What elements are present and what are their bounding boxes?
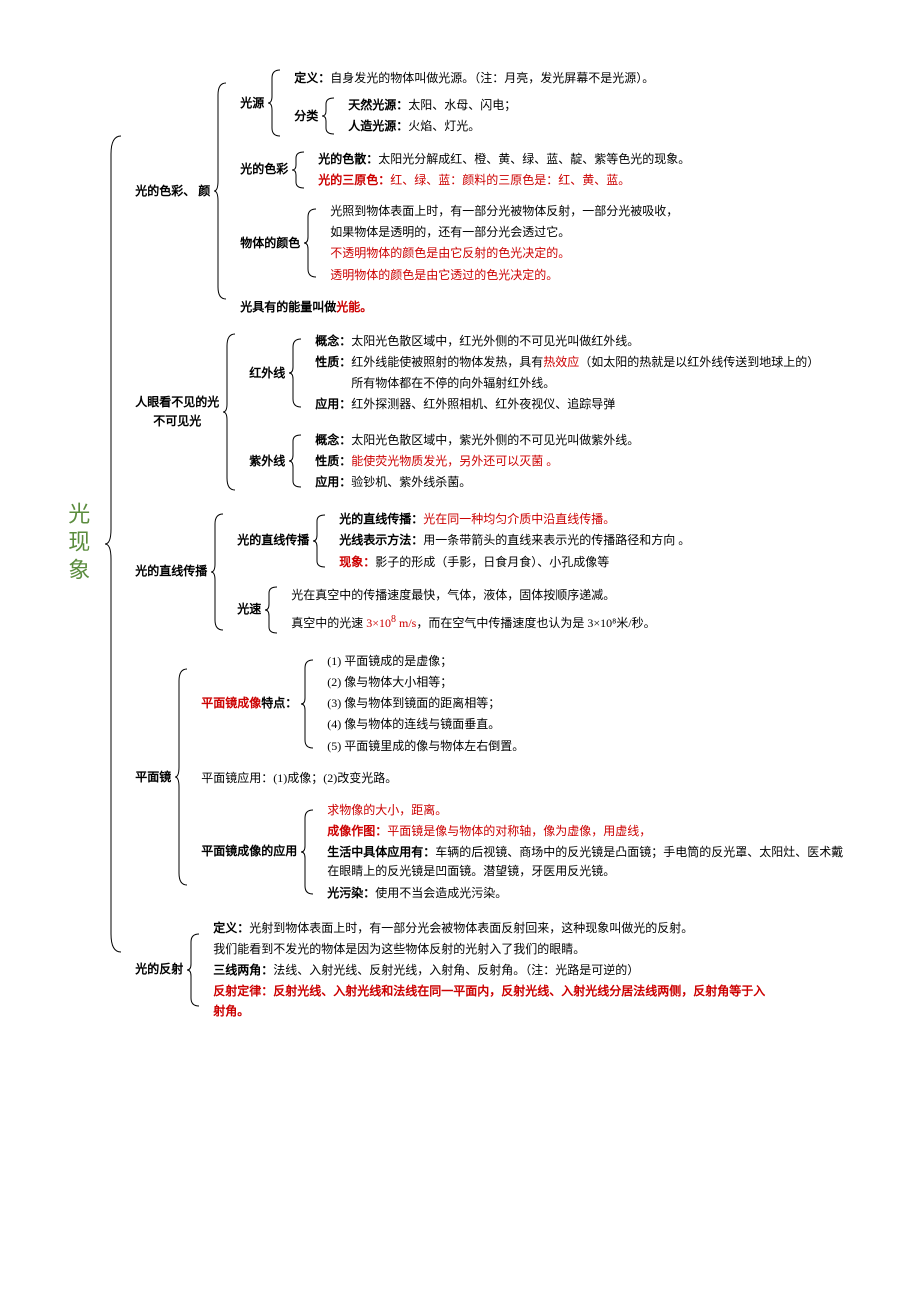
node-mirror-features: 平面镜成像特点： (1) 平面镜成的是虚像； (2) 像与物体大小相等； (3)…: [201, 651, 847, 757]
brace: [214, 81, 228, 301]
node-category: 分类 天然光源：太阳、水母、闪电； 人造光源：火焰、灯光。: [294, 95, 654, 137]
nat-source: 天然光源：太阳、水母、闪电；: [348, 96, 516, 115]
light-energy: 光具有的能量叫做光能。: [240, 298, 690, 317]
node-color-spectrum: 光的色彩 光的色散：太阳光分解成红、橙、黄、绿、蓝、靛、紫等色光的现象。 光的三…: [240, 149, 690, 191]
section-invisible: 人眼看不见的光不可见光 红外线 概念：太阳光色散区域中，红光外侧的不可见光叫做红…: [135, 329, 847, 495]
dispersion: 光的色散：太阳光分解成红、橙、黄、绿、蓝、靛、紫等色光的现象。: [318, 150, 690, 169]
section-plane-mirror: 平面镜 平面镜成像特点： (1) 平面镜成的是虚像； (2) 像与物体大小相等；…: [135, 649, 847, 906]
root-brace: [105, 134, 123, 954]
node-label: 光源: [240, 94, 268, 113]
concept-map: 光现象 光的色彩、 颜 光源 定义：自身发光的物体叫做光源。（注：月亮，发光屏幕…: [60, 60, 900, 1028]
node-light-speed: 光速 光在真空中的传播速度最快，气体，液体，固体按顺序递减。 真空中的光速 3×…: [237, 585, 690, 635]
art-source: 人造光源：火焰、灯光。: [348, 117, 516, 136]
node-infrared: 红外线 概念：太阳光色散区域中，红光外侧的不可见光叫做红外线。 性质：红外线能使…: [249, 331, 819, 416]
section-propagation: 光的直线传播 光的直线传播 光的直线传播：光在同一种均匀介质中沿直线传播。 光线…: [135, 507, 847, 637]
root-title: 光现象: [60, 502, 105, 586]
node-mirror-usage: 平面镜成像的应用 求物像的大小，距离。 成像作图：平面镜是像与物体的对称轴，像为…: [201, 800, 847, 904]
node-object-color: 物体的颜色 光照到物体表面上时，有一部分光被物体反射，一部分光被吸收， 如果物体…: [240, 201, 690, 286]
section-reflection: 光的反射 定义：光射到物体表面上时，有一部分光会被物体表面反射回来，这种现象叫做…: [135, 918, 847, 1022]
root-children: 光的色彩、 颜 光源 定义：自身发光的物体叫做光源。（注：月亮，发光屏幕不是光源…: [123, 60, 847, 1028]
section-color: 光的色彩、 颜 光源 定义：自身发光的物体叫做光源。（注：月亮，发光屏幕不是光源…: [135, 66, 847, 317]
node-light-source: 光源 定义：自身发光的物体叫做光源。（注：月亮，发光屏幕不是光源）。 分类 天然…: [240, 68, 690, 139]
vacuum-speed: 真空中的光速 3×108 m/s，而在空气中传播速度也认为是 3×10⁸米/秒。: [291, 612, 655, 633]
definition: 定义：自身发光的物体叫做光源。（注：月亮，发光屏幕不是光源）。: [294, 69, 654, 88]
section-label: 光的色彩、 颜: [135, 182, 214, 201]
mirror-apps: 平面镜应用：(1)成像；(2)改变光路。: [201, 769, 761, 788]
primary-colors: 光的三原色：红、绿、蓝：颜料的三原色是：红、黄、蓝。: [318, 171, 690, 190]
node-straight-line: 光的直线传播 光的直线传播：光在同一种均匀介质中沿直线传播。 光线表示方法：用一…: [237, 509, 690, 573]
section-label: 人眼看不见的光不可见光: [135, 393, 223, 431]
node-ultraviolet: 紫外线 概念：太阳光色散区域中，紫光外侧的不可见光叫做紫外线。 性质：能使荧光物…: [249, 430, 819, 494]
